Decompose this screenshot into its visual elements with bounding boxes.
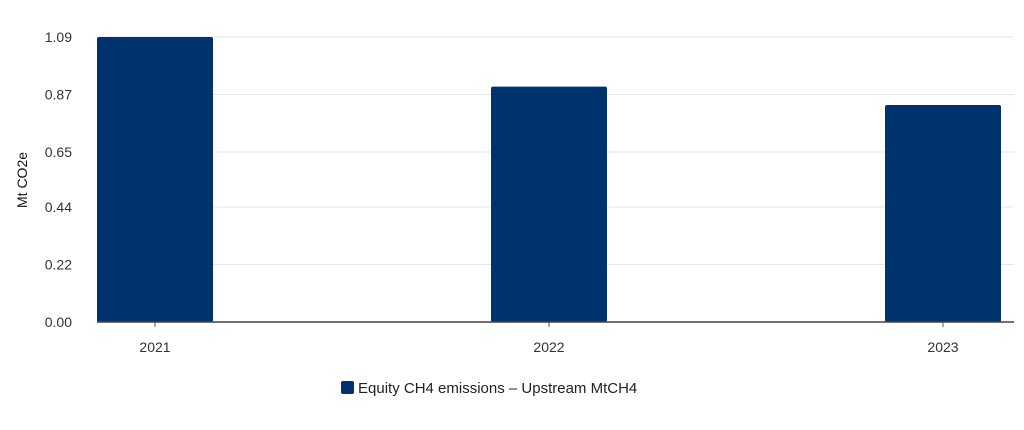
- bar[interactable]: [885, 104, 1001, 322]
- bars: [97, 37, 1001, 323]
- y-tick-label: 0.22: [45, 256, 72, 272]
- y-axis-ticks: 0.00 0.22 0.44 0.65 0.87 1.09: [45, 29, 72, 330]
- x-tick-label: 2021: [139, 339, 170, 355]
- y-tick-label: 1.09: [45, 29, 72, 45]
- y-tick-label: 0.44: [45, 199, 72, 215]
- legend[interactable]: Equity CH4 emissions – Upstream MtCH4: [341, 380, 637, 397]
- y-axis-title: Mt CO2e: [14, 152, 30, 208]
- y-tick-label: 0.87: [45, 87, 72, 103]
- bar[interactable]: [491, 86, 607, 323]
- legend-swatch: [341, 381, 354, 394]
- y-tick-label: 0.00: [45, 314, 72, 330]
- legend-label: Equity CH4 emissions – Upstream MtCH4: [358, 380, 637, 397]
- y-tick-label: 0.65: [45, 144, 72, 160]
- x-tick-label: 2023: [927, 339, 958, 355]
- x-axis-ticks: 2021 2022 2023: [139, 322, 959, 355]
- bar[interactable]: [97, 37, 213, 322]
- x-tick-label: 2022: [533, 339, 564, 355]
